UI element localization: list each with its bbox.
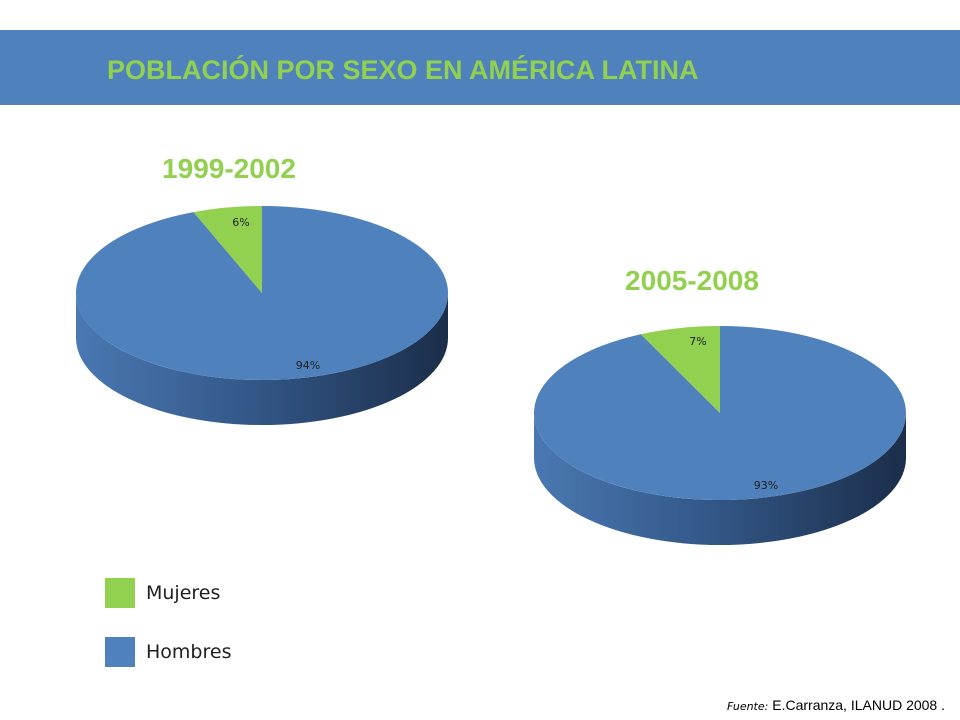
data-label-hombres-1999-2002: 94% [296,359,320,372]
chart-title-2005-2008: 2005-2008 [625,265,759,296]
legend-swatch-hombres [105,637,135,667]
pie-chart-2005-2008: 2005-2008 7% 93% [534,265,907,545]
pie-side-1999-2002 [76,293,448,425]
legend-item-hombres: Hombres [105,637,231,667]
source-credit: Fuente: E.Carranza, ILANUD 2008 . [727,697,945,713]
title-banner: POBLACIÓN POR SEXO EN AMÉRICA LATINA [0,30,960,105]
pie-side-2005-2008 [534,413,906,545]
legend-item-mujeres: Mujeres [105,578,220,608]
source-label: Fuente: [726,700,769,713]
chart-title-1999-2002: 1999-2002 [162,153,296,184]
legend-label-mujeres: Mujeres [146,582,221,604]
legend-swatch-mujeres [105,578,135,608]
slice-hombres-2005-2008 [534,326,907,501]
slide-title: POBLACIÓN POR SEXO EN AMÉRICA LATINA [107,55,699,85]
pie-chart-1999-2002: 1999-2002 6% 94% [76,153,449,425]
data-label-hombres-2005-2008: 93% [754,479,778,492]
source-text: E.Carranza, ILANUD 2008 . [772,697,945,713]
slice-mujeres-2005-2008 [640,326,720,413]
slice-hombres-1999-2002 [76,205,449,380]
legend-label-hombres: Hombres [146,641,232,663]
slice-mujeres-1999-2002 [193,206,262,293]
data-label-mujeres-1999-2002: 6% [232,216,249,229]
data-label-mujeres-2005-2008: 7% [689,335,706,348]
